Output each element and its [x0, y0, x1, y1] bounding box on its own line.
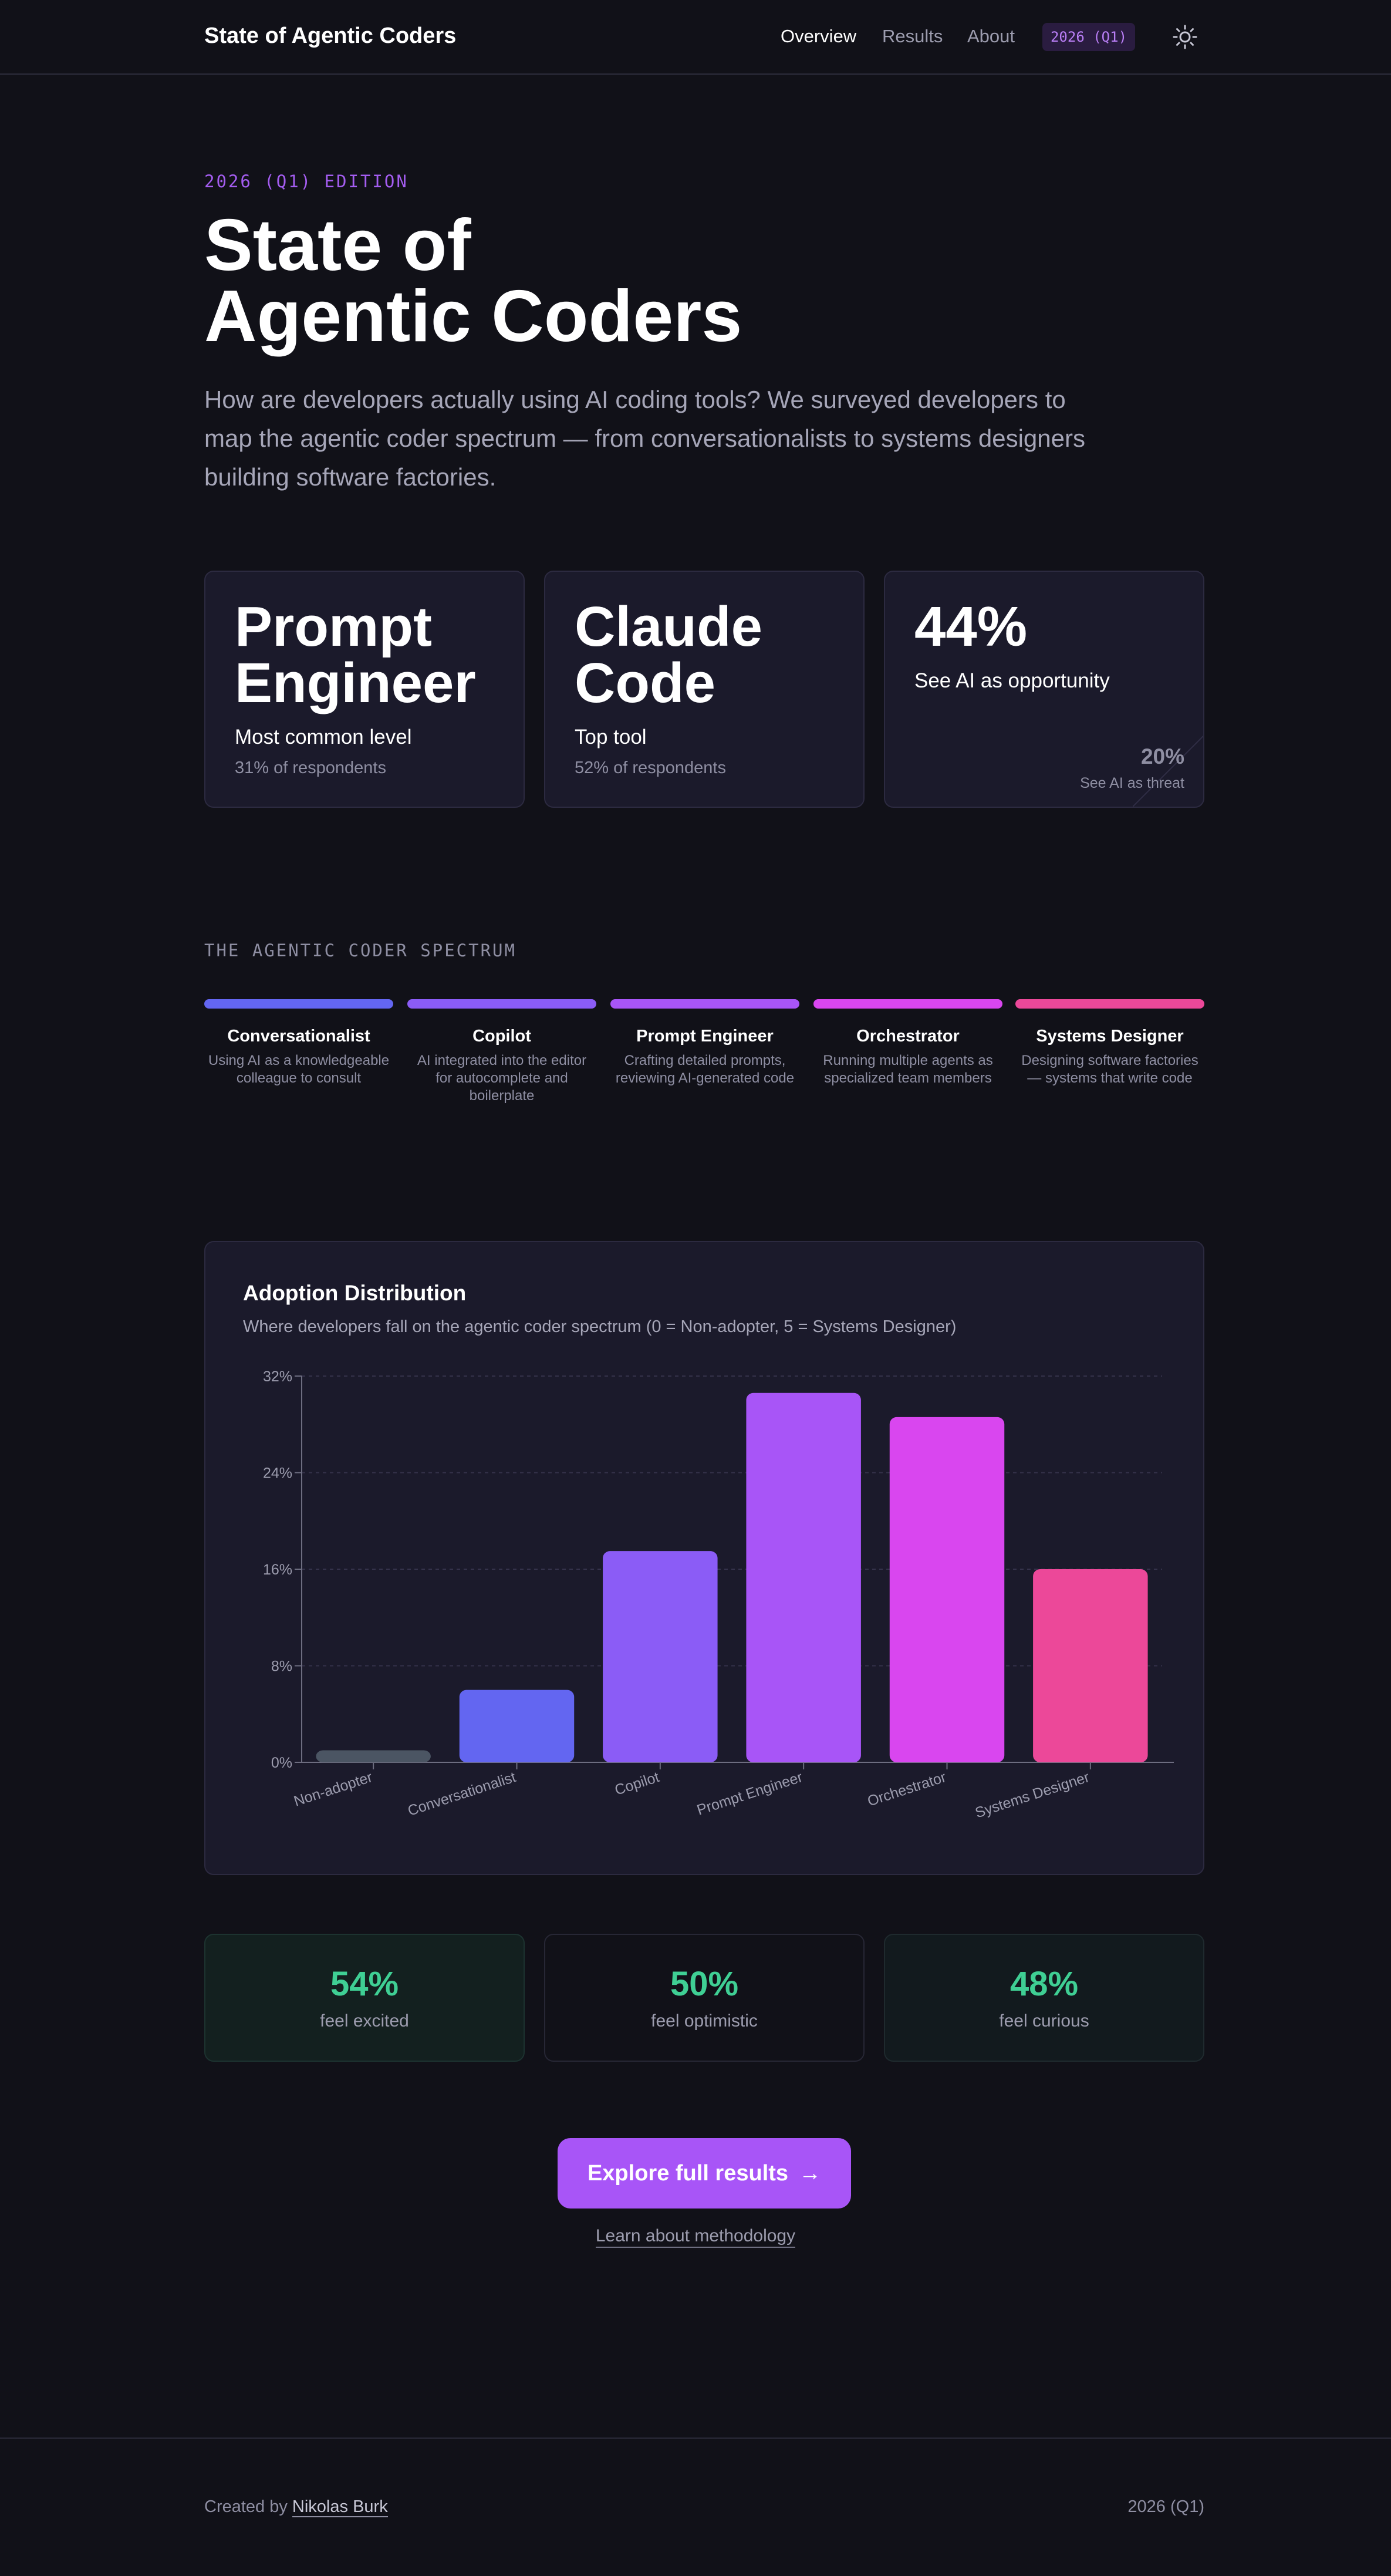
sentiment-percentage: 54%	[330, 1965, 399, 2003]
x-tick-label: Orchestrator	[866, 1769, 948, 1810]
x-tick-label: Systems Designer	[973, 1769, 1092, 1821]
level-name: Systems Designer	[1036, 1027, 1184, 1046]
page-title: State of Agentic Coders	[204, 205, 1026, 357]
x-tick-label: Non-adopter	[292, 1769, 374, 1810]
edition-label: 2026 (Q1) EDITION	[204, 171, 408, 191]
page-title-line2: Agentic Coders	[204, 276, 742, 357]
level-bar	[204, 999, 393, 1009]
level-bar	[1015, 999, 1204, 1009]
footer-edition: 2026 (Q1)	[1127, 2497, 1204, 2516]
bar-non-adopter	[316, 1750, 431, 1762]
level-name: Prompt Engineer	[636, 1027, 774, 1046]
stat-value-line2: Code	[575, 652, 715, 714]
level-description: AI integrated into the editor for autoco…	[417, 1053, 587, 1104]
spectrum-section-label: THE AGENTIC CODER SPECTRUM	[204, 940, 516, 960]
stat-meta: 31% of respondents	[235, 758, 386, 777]
adoption-distribution-card: Adoption Distribution Where developers f…	[204, 1241, 1204, 1875]
nav-about[interactable]: About	[967, 26, 1015, 46]
level-name: Conversationalist	[227, 1027, 370, 1046]
x-tick-label: Copilot	[613, 1769, 661, 1799]
stat-card-top-tool: Claude Code Top tool 52% of respondents	[544, 571, 865, 808]
level-description: Running multiple agents as specialized t…	[823, 1053, 993, 1086]
footer-credit: Created by Nikolas Burk	[204, 2497, 388, 2517]
x-tick-label: Prompt Engineer	[695, 1769, 805, 1819]
stat-value: 44%	[914, 595, 1028, 658]
stat-card-ai-opportunity: 44% See AI as opportunity 20% See AI as …	[884, 571, 1204, 808]
level-bar	[610, 999, 799, 1009]
explore-results-button[interactable]: Explore full results →	[558, 2138, 851, 2209]
stat-meta: 52% of respondents	[575, 758, 726, 777]
x-tick-label: Conversationalist	[406, 1769, 518, 1819]
y-tick-label: 32%	[263, 1368, 292, 1385]
stat-value-line1: Prompt	[235, 595, 432, 658]
author-link[interactable]: Nikolas Burk	[292, 2497, 388, 2517]
sentiment-label: feel excited	[320, 2011, 409, 2031]
y-tick-label: 8%	[271, 1658, 292, 1675]
sentiment-card-optimistic: 50% feel optimistic	[544, 1934, 865, 2062]
y-tick-label: 24%	[263, 1465, 292, 1482]
level-description: Using AI as a knowledgeable colleague to…	[208, 1053, 390, 1086]
sentiment-label: feel curious	[999, 2011, 1089, 2031]
stat-card-most-common-level: Prompt Engineer Most common level 31% of…	[204, 571, 525, 808]
explore-results-label: Explore full results	[587, 2160, 789, 2186]
level-name: Copilot	[472, 1027, 531, 1046]
stat-value-line1: Claude	[575, 595, 763, 658]
y-tick-label: 0%	[271, 1755, 292, 1771]
footer-created-by: Created by	[204, 2497, 288, 2516]
level-bar	[813, 999, 1002, 1009]
stat-value-line2: Engineer	[235, 652, 476, 714]
spectrum-level-copilot: Copilot AI integrated into the editor fo…	[407, 999, 596, 1105]
page-title-line1: State of	[204, 205, 471, 286]
bar-orchestrator	[889, 1417, 1005, 1762]
sentiment-card-curious: 48% feel curious	[884, 1934, 1204, 2062]
spectrum-level-orchestrator: Orchestrator Running multiple agents as …	[813, 999, 1002, 1087]
arrow-right-icon: →	[799, 2160, 822, 2186]
footer-divider	[0, 2437, 1391, 2439]
stat-label: See AI as opportunity	[914, 669, 1110, 692]
bar-conversationalist	[459, 1690, 575, 1762]
spectrum-level-prompt-engineer: Prompt Engineer Crafting detailed prompt…	[610, 999, 799, 1087]
threat-percentage: 20%	[1140, 744, 1184, 768]
bar-systems-designer	[1033, 1569, 1148, 1762]
chart-title: Adoption Distribution	[243, 1281, 467, 1305]
bar-copilot	[603, 1551, 718, 1762]
stat-label: Top tool	[575, 726, 647, 748]
level-description: Crafting detailed prompts, reviewing AI-…	[615, 1053, 795, 1086]
stat-label: Most common level	[235, 726, 412, 748]
stat-value: Claude Code	[575, 599, 850, 712]
level-description: Designing software factories — systems t…	[1021, 1053, 1198, 1086]
sentiment-percentage: 50%	[670, 1965, 739, 2003]
spectrum-level-systems-designer: Systems Designer Designing software fact…	[1015, 999, 1204, 1087]
top-navigation-bar: State of Agentic Coders Overview Results…	[0, 0, 1391, 75]
site-brand[interactable]: State of Agentic Coders	[204, 23, 457, 48]
edition-badge: 2026 (Q1)	[1042, 23, 1135, 51]
level-bar	[407, 999, 596, 1009]
nav-overview[interactable]: Overview	[781, 26, 857, 46]
spectrum-level-conversationalist: Conversationalist Using AI as a knowledg…	[204, 999, 393, 1087]
methodology-link-row: Learn about methodology	[0, 2226, 1391, 2248]
methodology-link[interactable]: Learn about methodology	[595, 2226, 796, 2248]
stat-value: Prompt Engineer	[235, 599, 511, 712]
theme-toggle-button[interactable]	[1173, 25, 1197, 49]
nav-results[interactable]: Results	[882, 26, 943, 46]
level-name: Orchestrator	[856, 1027, 960, 1046]
y-tick-label: 16%	[263, 1562, 292, 1578]
chart-subtitle: Where developers fall on the agentic cod…	[243, 1317, 957, 1336]
bar-prompt-engineer	[746, 1392, 861, 1762]
sentiment-label: feel optimistic	[651, 2011, 758, 2031]
threat-label: See AI as threat	[1080, 775, 1184, 791]
card-decoration	[1133, 736, 1203, 807]
sun-icon	[1173, 25, 1197, 49]
sentiment-percentage: 48%	[1010, 1965, 1079, 2003]
adoption-bar-chart: 0% 8% 16% 24% 32% Non-adopter Conversationalis…	[263, 1368, 1174, 1821]
sentiment-card-excited: 54% feel excited	[204, 1934, 525, 2062]
hero-subtitle: How are developers actually using AI cod…	[204, 386, 1085, 491]
